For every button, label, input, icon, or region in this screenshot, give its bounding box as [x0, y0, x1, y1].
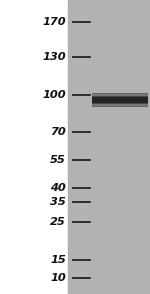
Text: 40: 40: [50, 183, 66, 193]
Bar: [92, 93, 148, 96]
Bar: [92, 103, 148, 107]
Text: 35: 35: [50, 197, 66, 207]
Bar: [92, 103, 148, 106]
Bar: [92, 94, 148, 97]
Text: 70: 70: [50, 127, 66, 137]
Text: 170: 170: [42, 17, 66, 27]
Bar: [68, 0, 150, 294]
Text: 10: 10: [50, 273, 66, 283]
Bar: [0, 0, 68, 294]
Text: 55: 55: [50, 155, 66, 165]
Text: 130: 130: [42, 52, 66, 62]
Text: 100: 100: [42, 90, 66, 100]
Bar: [92, 93, 148, 107]
Text: 15: 15: [50, 255, 66, 265]
Text: 25: 25: [50, 217, 66, 227]
